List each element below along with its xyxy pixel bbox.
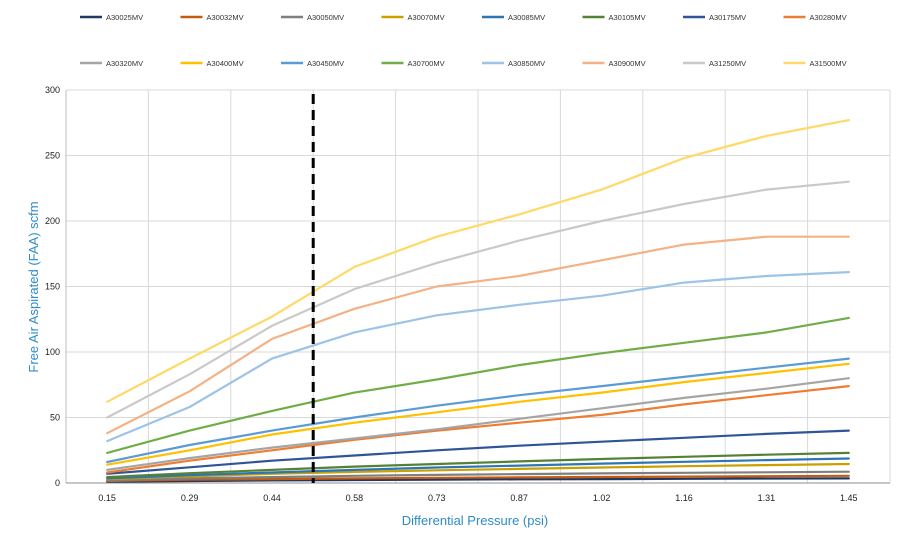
legend-item: A30450MV bbox=[281, 59, 344, 68]
x-tick-label: 0.58 bbox=[346, 493, 364, 503]
x-tick-label: 1.45 bbox=[840, 493, 858, 503]
legend-label: A30320MV bbox=[106, 59, 143, 68]
legend-item: A31500MV bbox=[783, 59, 847, 68]
legend-label: A30400MV bbox=[207, 59, 244, 68]
legend: A30025MV A30032MV A30050MV A30070MV A30085MV… bbox=[80, 13, 847, 68]
legend-item: A30050MV bbox=[281, 13, 344, 22]
series-line-a30085mv bbox=[106, 457, 850, 480]
legend-label: A31500MV bbox=[810, 59, 847, 68]
series-line-a30050mv bbox=[106, 470, 850, 482]
x-tick-label: 1.31 bbox=[758, 493, 776, 503]
x-tick-label: 0.29 bbox=[181, 493, 199, 503]
legend-item: A30700MV bbox=[381, 59, 445, 68]
legend-item: A30900MV bbox=[582, 59, 646, 68]
legend-item: A30032MV bbox=[180, 13, 244, 22]
x-tick-label: 1.16 bbox=[675, 493, 693, 503]
x-tick-label: 0.15 bbox=[98, 493, 116, 503]
legend-label: A31250MV bbox=[709, 59, 746, 68]
y-tick-label: 300 bbox=[45, 85, 60, 95]
y-tick-label: 250 bbox=[45, 151, 60, 161]
series-line-a30175mv bbox=[106, 429, 850, 475]
series-layer bbox=[106, 118, 850, 483]
series-line-a31500mv bbox=[106, 118, 850, 403]
legend-label: A30900MV bbox=[609, 59, 646, 68]
series-line-a30070mv bbox=[106, 462, 850, 481]
legend-item: A30085MV bbox=[482, 13, 545, 22]
series-line-a30025mv bbox=[106, 477, 850, 483]
x-tick-label: 1.02 bbox=[593, 493, 611, 503]
legend-item: A30850MV bbox=[482, 59, 545, 68]
series-line-a30400mv bbox=[106, 362, 850, 466]
x-axis-title: Differential Pressure (psi) bbox=[402, 513, 548, 528]
legend-item: A30175MV bbox=[683, 13, 746, 22]
y-tick-label: 0 bbox=[55, 478, 60, 488]
y-tick-label: 100 bbox=[45, 347, 60, 357]
series-line-a30450mv bbox=[106, 357, 850, 464]
legend-label: A30700MV bbox=[408, 59, 445, 68]
legend-item: A30070MV bbox=[381, 13, 445, 22]
x-tick-label: 0.44 bbox=[263, 493, 281, 503]
series-line-a30320mv bbox=[106, 377, 850, 471]
legend-label: A30850MV bbox=[508, 59, 545, 68]
legend-item: A30280MV bbox=[783, 13, 847, 22]
plot-area bbox=[65, 90, 890, 484]
legend-label: A30025MV bbox=[106, 13, 143, 22]
y-tick-label: 150 bbox=[45, 282, 60, 292]
legend-label: A30070MV bbox=[408, 13, 445, 22]
y-tick-label: 200 bbox=[45, 216, 60, 226]
x-axis-ticks: 0.15 0.29 0.44 0.58 0.73 0.87 1.02 1.16 1.31 1.45 bbox=[98, 493, 857, 503]
legend-item: A30105MV bbox=[582, 13, 646, 22]
series-line-a30700mv bbox=[106, 316, 850, 454]
legend-item: A30025MV bbox=[80, 13, 143, 22]
legend-label: A30175MV bbox=[709, 13, 746, 22]
y-axis-title: Free Air Aspirated (FAA) scfm bbox=[26, 201, 41, 372]
y-axis-ticks: 0 50 100 150 200 250 300 bbox=[45, 85, 60, 488]
legend-label: A30280MV bbox=[810, 13, 847, 22]
series-line-a30105mv bbox=[106, 451, 850, 479]
x-tick-label: 0.73 bbox=[428, 493, 446, 503]
x-tick-label: 0.87 bbox=[510, 493, 528, 503]
legend-label: A30105MV bbox=[609, 13, 646, 22]
legend-item: A30320MV bbox=[80, 59, 143, 68]
series-line-a30280mv bbox=[106, 385, 850, 474]
series-line-a30850mv bbox=[106, 271, 850, 443]
series-line-a31250mv bbox=[106, 180, 850, 419]
series-line-a30900mv bbox=[106, 235, 850, 435]
legend-label: A30050MV bbox=[307, 13, 344, 22]
legend-label: A30085MV bbox=[508, 13, 545, 22]
legend-item: A30400MV bbox=[180, 59, 244, 68]
series-line-a30032mv bbox=[106, 474, 850, 483]
legend-label: A30032MV bbox=[207, 13, 244, 22]
legend-label: A30450MV bbox=[307, 59, 344, 68]
legend-item: A31250MV bbox=[683, 59, 746, 68]
y-tick-label: 50 bbox=[50, 413, 60, 423]
